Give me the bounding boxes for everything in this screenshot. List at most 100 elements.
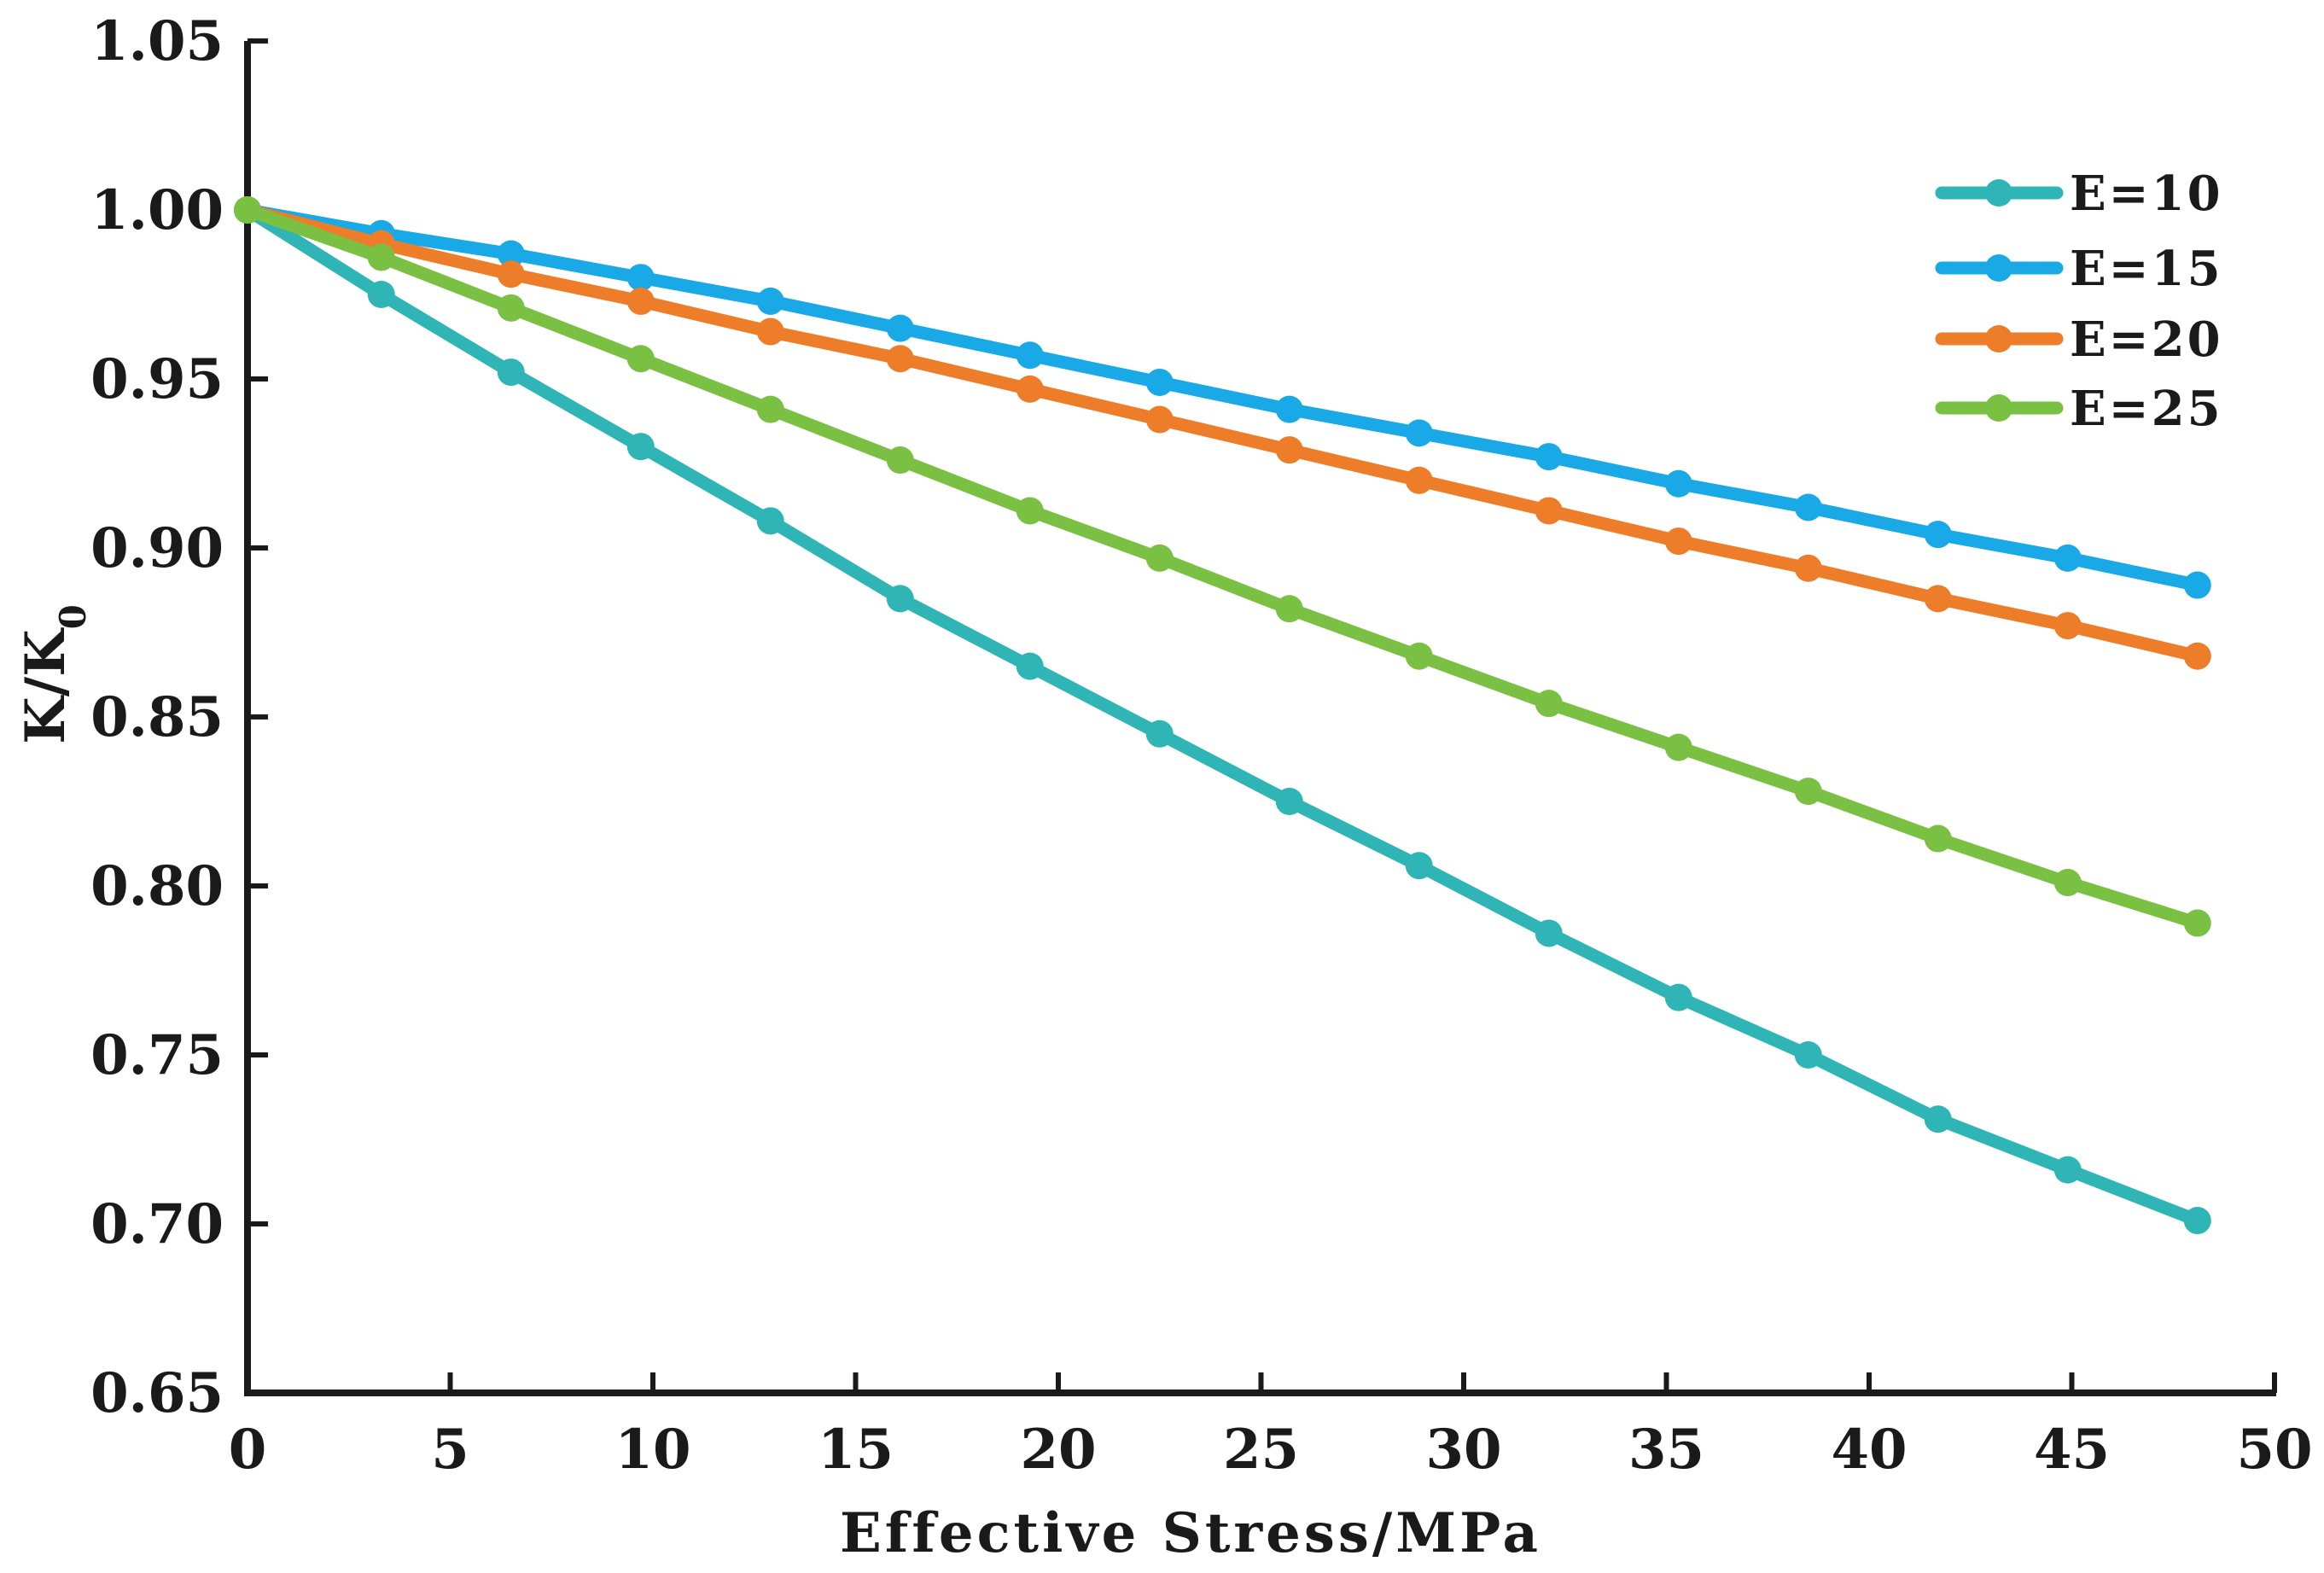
x-tick-label: 40	[1831, 1418, 1907, 1482]
y-tick-label: 1.00	[90, 178, 224, 242]
x-tick-label: 35	[1628, 1418, 1704, 1482]
legend-label: E=25	[2070, 381, 2223, 437]
series-e-20	[234, 196, 2211, 670]
series-line-e-10	[241, 203, 2205, 1227]
data-point-e-10	[626, 433, 655, 461]
data-point-e-20	[756, 318, 784, 346]
y-ticks: 0.65 0.70 0.75 0.80 0.85 0.90 0.95 1.00 1.05	[90, 9, 268, 1425]
data-point-e-20	[626, 287, 655, 315]
data-point-e-25	[756, 395, 784, 423]
y-axis-title-main: K/K	[14, 627, 78, 744]
y-tick-label: 1.05	[90, 9, 224, 73]
data-point-e-25	[1535, 690, 1563, 718]
data-point-e-15	[1924, 521, 1952, 549]
data-point-e-25	[1016, 497, 1044, 525]
data-point-e-10	[756, 507, 784, 535]
y-tick-label: 0.85	[90, 685, 224, 749]
data-point-e-20	[1794, 554, 1822, 582]
data-point-e-15	[2183, 571, 2211, 599]
data-point-e-25	[367, 243, 395, 271]
y-tick-label: 0.95	[90, 347, 224, 411]
data-point-e-25	[1275, 595, 1303, 623]
y-axis-title-subscript: 0	[52, 604, 94, 629]
series-e-25	[234, 196, 2211, 937]
series-e-10	[234, 196, 2211, 1235]
legend-swatch-marker	[1985, 325, 2012, 352]
data-point-e-20	[1664, 527, 1692, 556]
x-tick-label: 45	[2034, 1418, 2110, 1482]
y-tick-label: 0.90	[90, 516, 224, 580]
legend-label: E=20	[2070, 312, 2223, 368]
data-point-e-20	[1275, 436, 1303, 464]
data-point-e-25	[234, 196, 261, 224]
axes	[244, 41, 2276, 1396]
x-axis-title: Effective Stress/MPa	[840, 1501, 1541, 1565]
data-point-e-25	[1664, 733, 1692, 761]
x-tick-label: 25	[1223, 1418, 1299, 1482]
x-tick-label: 10	[614, 1418, 690, 1482]
data-point-e-25	[497, 294, 525, 322]
data-point-e-10	[1924, 1105, 1952, 1133]
y-tick-label: 0.75	[90, 1023, 224, 1087]
x-tick-label: 15	[818, 1418, 894, 1482]
x-ticks: 0 5 10 15 20 25 30 35 40 45 50	[229, 1372, 2313, 1482]
legend-item-e-15: E=15	[1935, 241, 2223, 297]
data-point-e-15	[1794, 493, 1822, 521]
legend-item-e-20: E=20	[1935, 312, 2223, 368]
x-tick-label: 5	[431, 1418, 469, 1482]
data-point-e-15	[2053, 544, 2082, 572]
legend-item-e-25: E=25	[1935, 381, 2223, 437]
data-point-e-25	[2053, 869, 2082, 897]
legend-label: E=10	[2070, 166, 2223, 222]
data-point-e-10	[497, 358, 525, 387]
legend-label: E=15	[2070, 241, 2223, 297]
data-point-e-20	[1535, 497, 1563, 525]
series-line-e-20	[241, 203, 2205, 663]
data-point-e-10	[886, 585, 914, 613]
data-point-e-10	[1535, 919, 1563, 947]
y-tick-label: 0.80	[90, 854, 224, 918]
data-point-e-10	[1664, 983, 1692, 1011]
data-point-e-10	[1275, 788, 1303, 815]
legend-swatch-marker	[1985, 254, 2012, 282]
data-point-e-10	[1145, 720, 1174, 748]
data-point-e-10	[1794, 1041, 1822, 1069]
y-tick-label: 0.65	[90, 1361, 224, 1425]
x-tick-label: 50	[2236, 1418, 2312, 1482]
series-line-e-15	[241, 203, 2205, 592]
x-tick-label: 0	[229, 1418, 267, 1482]
data-point-e-15	[1275, 395, 1303, 423]
data-point-e-20	[1016, 375, 1044, 403]
data-point-e-20	[1924, 585, 1952, 613]
legend: E=10 E=15 E=20 E=25	[1935, 166, 2223, 437]
legend-item-e-10: E=10	[1935, 166, 2223, 222]
data-point-e-15	[1016, 341, 1044, 370]
data-point-e-20	[1145, 405, 1174, 434]
svg-text:K/K0: K/K0	[14, 604, 94, 744]
data-point-e-15	[1145, 368, 1174, 396]
data-point-e-15	[886, 314, 914, 342]
data-point-e-25	[1794, 778, 1822, 806]
y-axis-title: K/K0	[14, 604, 94, 744]
x-tick-label: 20	[1020, 1418, 1096, 1482]
data-point-e-15	[1535, 443, 1563, 471]
data-point-e-20	[1405, 466, 1433, 494]
data-point-e-25	[886, 446, 914, 475]
data-point-e-10	[1405, 852, 1433, 880]
data-point-e-10	[1016, 652, 1044, 680]
data-point-e-15	[1405, 419, 1433, 447]
data-point-e-25	[626, 345, 655, 373]
data-point-e-25	[1145, 544, 1174, 572]
data-point-e-25	[1924, 824, 1952, 853]
series-line-e-25	[241, 203, 2205, 930]
data-point-e-20	[2053, 612, 2082, 640]
series-e-15	[234, 196, 2211, 599]
data-point-e-20	[497, 260, 525, 288]
legend-swatch-marker	[1985, 394, 2012, 422]
data-point-e-15	[497, 240, 525, 268]
series-layer	[234, 196, 2211, 1235]
data-point-e-10	[367, 281, 395, 308]
x-tick-label: 30	[1425, 1418, 1501, 1482]
data-point-e-25	[1405, 642, 1433, 670]
